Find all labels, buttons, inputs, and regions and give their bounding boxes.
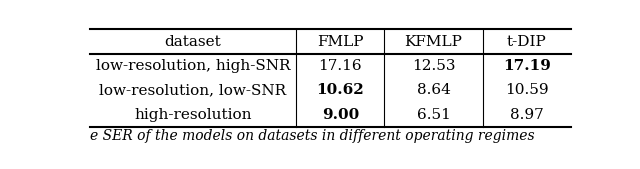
Text: t-DIP: t-DIP: [507, 35, 547, 49]
Text: 17.16: 17.16: [319, 59, 362, 73]
Text: 10.62: 10.62: [316, 83, 364, 97]
Text: 8.97: 8.97: [510, 108, 544, 122]
Text: low-resolution, high-SNR: low-resolution, high-SNR: [96, 59, 291, 73]
Text: 17.19: 17.19: [503, 59, 551, 73]
Text: high-resolution: high-resolution: [134, 108, 252, 122]
Text: low-resolution, low-SNR: low-resolution, low-SNR: [99, 83, 287, 97]
Text: e SER of the models on datasets in different operating regimes: e SER of the models on datasets in diffe…: [90, 129, 534, 143]
Text: 12.53: 12.53: [412, 59, 455, 73]
Text: 6.51: 6.51: [417, 108, 451, 122]
Text: 8.64: 8.64: [417, 83, 451, 97]
Text: 9.00: 9.00: [322, 108, 359, 122]
Text: KFMLP: KFMLP: [404, 35, 463, 49]
Text: FMLP: FMLP: [317, 35, 364, 49]
Text: 10.59: 10.59: [505, 83, 548, 97]
Text: dataset: dataset: [164, 35, 221, 49]
